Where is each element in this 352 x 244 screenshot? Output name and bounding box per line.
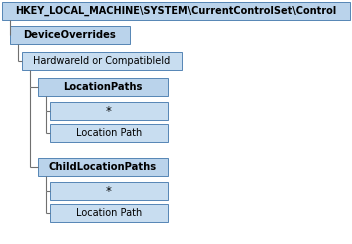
FancyBboxPatch shape bbox=[50, 204, 168, 222]
Text: LocationPaths: LocationPaths bbox=[63, 82, 143, 92]
FancyBboxPatch shape bbox=[50, 124, 168, 142]
Text: HKEY_LOCAL_MACHINE\SYSTEM\CurrentControlSet\Control: HKEY_LOCAL_MACHINE\SYSTEM\CurrentControl… bbox=[15, 6, 337, 16]
FancyBboxPatch shape bbox=[2, 2, 350, 20]
Text: HardwareId or CompatibleId: HardwareId or CompatibleId bbox=[33, 56, 171, 66]
FancyBboxPatch shape bbox=[10, 26, 130, 44]
Text: *: * bbox=[106, 184, 112, 197]
FancyBboxPatch shape bbox=[38, 158, 168, 176]
Text: *: * bbox=[106, 104, 112, 118]
FancyBboxPatch shape bbox=[50, 182, 168, 200]
Text: DeviceOverrides: DeviceOverrides bbox=[24, 30, 117, 40]
FancyBboxPatch shape bbox=[22, 52, 182, 70]
Text: ChildLocationPaths: ChildLocationPaths bbox=[49, 162, 157, 172]
FancyBboxPatch shape bbox=[50, 102, 168, 120]
FancyBboxPatch shape bbox=[38, 78, 168, 96]
Text: Location Path: Location Path bbox=[76, 128, 142, 138]
Text: Location Path: Location Path bbox=[76, 208, 142, 218]
